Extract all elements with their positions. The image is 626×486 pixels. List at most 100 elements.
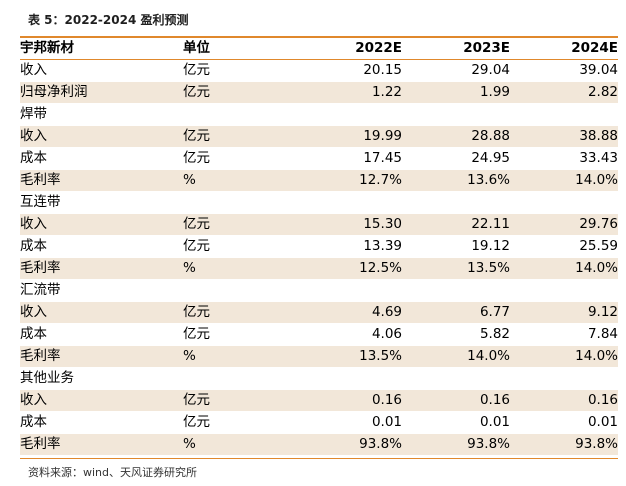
- table-row: 收入 亿元 20.15 29.04 39.04: [20, 59, 618, 82]
- cell-2022e: 12.7%: [295, 169, 402, 192]
- cell-2024e: 38.88: [510, 125, 618, 148]
- table-row: 成本 亿元 17.45 24.95 33.43: [20, 147, 618, 170]
- cell-2023e: 14.0%: [402, 345, 510, 368]
- cell-2023e: 24.95: [402, 147, 510, 170]
- cell-item: 毛利率: [20, 433, 183, 456]
- table-row: 汇流带: [20, 279, 618, 302]
- cell-2022e: 1.22: [295, 81, 402, 104]
- cell-item: 互连带: [20, 191, 183, 214]
- cell-2024e: 93.8%: [510, 433, 618, 456]
- cell-unit: 亿元: [183, 389, 295, 412]
- cell-2022e: [295, 279, 402, 302]
- cell-2023e: [402, 367, 510, 390]
- cell-2022e: 0.01: [295, 411, 402, 434]
- cell-unit: [183, 103, 295, 126]
- cell-2022e: 20.15: [295, 59, 402, 82]
- cell-2024e: [510, 191, 618, 214]
- cell-2024e: [510, 103, 618, 126]
- table-row: 收入 亿元 4.69 6.77 9.12: [20, 301, 618, 324]
- cell-2023e: 29.04: [402, 59, 510, 82]
- cell-2023e: 28.88: [402, 125, 510, 148]
- cell-2023e: 22.11: [402, 213, 510, 236]
- cell-2022e: 93.8%: [295, 433, 402, 456]
- cell-2024e: 25.59: [510, 235, 618, 258]
- cell-item: 成本: [20, 411, 183, 434]
- top-rule: [20, 36, 618, 38]
- cell-item: 收入: [20, 59, 183, 82]
- table-row: 收入 亿元 19.99 28.88 38.88: [20, 125, 618, 148]
- cell-2024e: 39.04: [510, 59, 618, 82]
- cell-2022e: 4.06: [295, 323, 402, 346]
- cell-2022e: [295, 367, 402, 390]
- table-row: 收入 亿元 15.30 22.11 29.76: [20, 213, 618, 236]
- table-header-row: 宇邦新材 单位 2022E 2023E 2024E: [20, 38, 618, 60]
- cell-unit: %: [183, 345, 295, 368]
- cell-2023e: 19.12: [402, 235, 510, 258]
- source-note: 资料来源：wind、天风证券研究所: [28, 466, 198, 479]
- cell-item: 焊带: [20, 103, 183, 126]
- cell-2022e: 13.39: [295, 235, 402, 258]
- cell-unit: [183, 279, 295, 302]
- table-row: 焊带: [20, 103, 618, 126]
- cell-unit: 亿元: [183, 147, 295, 170]
- table-row: 毛利率% 13.5% 14.0% 14.0%: [20, 345, 618, 368]
- cell-item: 收入: [20, 125, 183, 148]
- cell-unit: 亿元: [183, 81, 295, 104]
- cell-2024e: 29.76: [510, 213, 618, 236]
- cell-2024e: 2.82: [510, 81, 618, 104]
- cell-unit: 亿元: [183, 235, 295, 258]
- cell-2023e: 0.01: [402, 411, 510, 434]
- cell-2022e: 19.99: [295, 125, 402, 148]
- header-unit: 单位: [183, 38, 295, 60]
- table-row: 毛利率% 12.5% 13.5% 14.0%: [20, 257, 618, 280]
- cell-unit: 亿元: [183, 59, 295, 82]
- table-body: 收入 亿元 20.15 29.04 39.04 归母净利润 亿元 1.22 1.99 2.82 焊带…: [20, 59, 618, 456]
- cell-item: 收入: [20, 213, 183, 236]
- table-title: 表 5：2022-2024 盈利预测: [28, 13, 189, 27]
- cell-unit: 亿元: [183, 125, 295, 148]
- table-row: 成本 亿元 13.39 19.12 25.59: [20, 235, 618, 258]
- header-2024e: 2024E: [510, 38, 618, 60]
- bottom-rule: [20, 458, 618, 459]
- cell-item: 毛利率: [20, 169, 183, 192]
- cell-2023e: [402, 103, 510, 126]
- cell-2024e: 33.43: [510, 147, 618, 170]
- cell-item: 成本: [20, 323, 183, 346]
- table-row: 收入 亿元 0.16 0.16 0.16: [20, 389, 618, 412]
- cell-2023e: 13.5%: [402, 257, 510, 280]
- cell-2024e: [510, 367, 618, 390]
- header-2023e: 2023E: [402, 38, 510, 60]
- cell-unit: 亿元: [183, 323, 295, 346]
- cell-item: 成本: [20, 147, 183, 170]
- header-company: 宇邦新材: [20, 38, 183, 60]
- cell-item: 成本: [20, 235, 183, 258]
- cell-2024e: 14.0%: [510, 257, 618, 280]
- cell-2022e: 0.16: [295, 389, 402, 412]
- cell-unit: %: [183, 169, 295, 192]
- cell-2024e: 14.0%: [510, 169, 618, 192]
- cell-2023e: [402, 279, 510, 302]
- cell-2022e: [295, 191, 402, 214]
- cell-unit: %: [183, 433, 295, 456]
- cell-2023e: [402, 191, 510, 214]
- table-row: 成本 亿元 4.06 5.82 7.84: [20, 323, 618, 346]
- cell-unit: [183, 191, 295, 214]
- cell-2022e: 12.5%: [295, 257, 402, 280]
- cell-unit: [183, 367, 295, 390]
- cell-2022e: [295, 103, 402, 126]
- cell-item: 归母净利润: [20, 81, 183, 104]
- cell-item: 毛利率: [20, 257, 183, 280]
- cell-2024e: 9.12: [510, 301, 618, 324]
- cell-item: 收入: [20, 389, 183, 412]
- cell-2022e: 17.45: [295, 147, 402, 170]
- table-row: 毛利率% 93.8% 93.8% 93.8%: [20, 433, 618, 456]
- cell-unit: 亿元: [183, 301, 295, 324]
- table-row: 其他业务: [20, 367, 618, 390]
- cell-item: 收入: [20, 301, 183, 324]
- header-2022e: 2022E: [295, 38, 402, 60]
- cell-unit: %: [183, 257, 295, 280]
- table-row: 归母净利润 亿元 1.22 1.99 2.82: [20, 81, 618, 104]
- cell-item: 毛利率: [20, 345, 183, 368]
- cell-2024e: [510, 279, 618, 302]
- cell-2023e: 6.77: [402, 301, 510, 324]
